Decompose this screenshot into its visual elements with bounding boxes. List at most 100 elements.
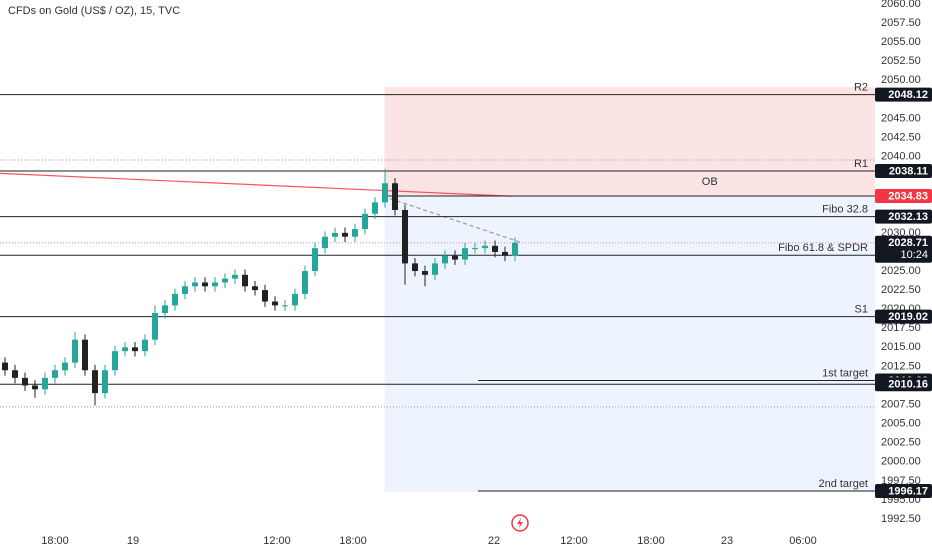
current-price-time: 10:24 — [900, 249, 928, 261]
price-box — [875, 209, 932, 224]
candle-body — [262, 290, 268, 302]
y-tick-label: 2015.00 — [881, 341, 921, 353]
level-label: Fibo 61.8 & SPDR — [778, 242, 868, 254]
y-tick-label: 2045.00 — [881, 112, 921, 124]
candle-body — [142, 339, 148, 352]
price-box — [875, 484, 932, 499]
x-tick-label: 12:00 — [560, 535, 588, 547]
y-tick-label: 2002.50 — [881, 437, 921, 449]
candle-body — [72, 339, 78, 363]
candle-body — [502, 251, 508, 256]
candle-body — [272, 301, 278, 306]
replay-icon[interactable] — [511, 514, 529, 532]
candle-body — [402, 209, 408, 264]
y-tick-label: 2057.50 — [881, 17, 921, 29]
candle-body — [52, 370, 58, 378]
candle-body — [152, 312, 158, 340]
y-tick-label: 2017.50 — [881, 322, 921, 334]
candle-body — [362, 213, 368, 230]
plot-layer — [0, 87, 875, 493]
y-tick-label: 2025.00 — [881, 265, 921, 277]
candle-body — [332, 232, 338, 237]
candle-body — [112, 351, 118, 371]
candle-body — [212, 282, 218, 287]
candle-body — [92, 370, 98, 394]
price-box-label: 1996.17 — [888, 485, 928, 497]
candle-body — [512, 242, 518, 256]
candle-body — [382, 183, 388, 203]
y-tick-label: 2012.50 — [881, 360, 921, 372]
y-tick-label: 2040.00 — [881, 150, 921, 162]
zone — [384, 196, 875, 493]
y-tick-label: 2050.00 — [881, 74, 921, 86]
candle-body — [322, 236, 328, 249]
candle-body — [432, 263, 438, 275]
current-price-label: 2028.71 — [888, 237, 928, 249]
candle-body — [62, 362, 68, 371]
candle-body — [392, 183, 398, 210]
candle-body — [122, 347, 128, 352]
y-tick-label: 2055.00 — [881, 36, 921, 48]
candle-body — [192, 282, 198, 287]
icon-ring — [511, 514, 529, 532]
price-box — [875, 309, 932, 324]
candle-body — [2, 362, 8, 371]
candle-body — [292, 293, 298, 306]
y-tick-label: 1997.50 — [881, 475, 921, 487]
candle-body — [132, 347, 138, 352]
candle-body — [42, 377, 48, 390]
x-tick-label: 18:00 — [41, 535, 69, 547]
candle-body — [302, 271, 308, 294]
price-box-label: 2010.16 — [888, 379, 928, 391]
candle-body — [242, 274, 248, 287]
candle-body — [252, 286, 258, 291]
price-box — [875, 377, 932, 392]
candle-body — [412, 263, 418, 272]
level-label: 2nd target — [818, 478, 868, 490]
icon-bolt — [517, 518, 523, 528]
price-box-label: 2048.12 — [888, 89, 928, 101]
candle-body — [102, 370, 108, 394]
x-tick-label: 18:00 — [339, 535, 367, 547]
candle-body — [472, 248, 478, 250]
candle-body — [12, 370, 18, 378]
y-tick-label: 2022.50 — [881, 284, 921, 296]
candle-body — [32, 385, 38, 390]
x-tick-label: 23 — [721, 535, 733, 547]
candle-body — [342, 232, 348, 237]
candle-body — [202, 282, 208, 287]
candle-body — [422, 271, 428, 275]
moving-average — [0, 172, 513, 197]
y-tick-label: 2042.50 — [881, 131, 921, 143]
candle-body — [462, 248, 468, 260]
y-tick-label: 2052.50 — [881, 55, 921, 67]
candle-body — [182, 286, 188, 294]
candle-body — [482, 245, 488, 249]
x-tick-label: 06:00 — [789, 535, 817, 547]
candle-body — [162, 305, 168, 313]
level-label: Fibo 32.8 — [822, 204, 868, 216]
level-label: R1 — [854, 158, 868, 170]
candle-body — [352, 229, 358, 237]
chart-title: CFDs on Gold (US$ / OZ), 15, TVC — [8, 5, 180, 17]
candle-body — [22, 377, 28, 386]
price-box-label: 2038.11 — [889, 165, 928, 177]
candle-body — [312, 248, 318, 272]
candle-body — [282, 305, 288, 307]
price-box — [875, 163, 932, 178]
y-tick-label: 2007.50 — [881, 398, 921, 410]
price-box-label: 2032.13 — [888, 211, 928, 223]
x-tick-label: 12:00 — [263, 535, 291, 547]
x-tick-label: 18:00 — [637, 535, 665, 547]
level-label: OB — [702, 176, 718, 188]
y-tick-label: 2060.00 — [881, 0, 921, 10]
level-label: S1 — [855, 304, 868, 316]
zone — [384, 87, 875, 197]
level-label: 1st target — [822, 367, 868, 379]
candle-body — [232, 274, 238, 279]
y-tick-label: 2000.00 — [881, 456, 921, 468]
candle-body — [452, 255, 458, 260]
price-box-label: 2034.83 — [888, 190, 928, 202]
candle-body — [372, 202, 378, 214]
